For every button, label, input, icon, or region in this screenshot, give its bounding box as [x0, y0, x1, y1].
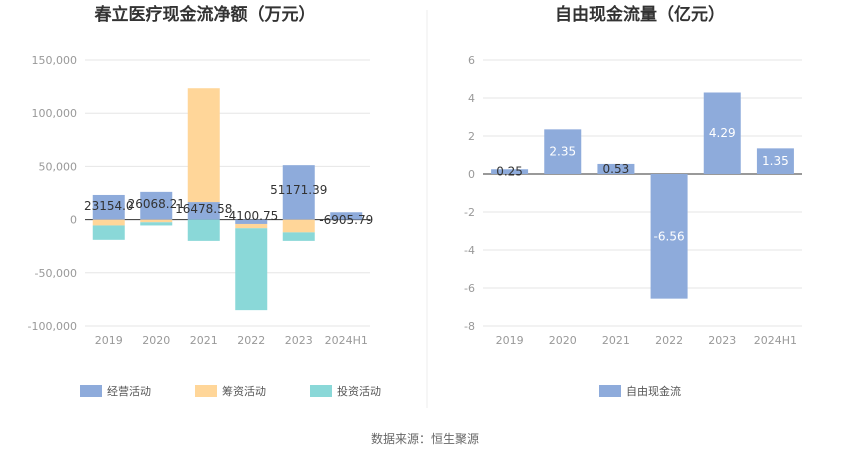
left-data-label-2: 16478.58: [175, 202, 232, 216]
left-ytick-1: 100,000: [32, 107, 78, 120]
left-ytick-4: -50,000: [35, 267, 77, 280]
right-ytick-1: 4: [468, 92, 475, 105]
left-xtick-3: 2022: [237, 334, 265, 347]
left-bar-2-2[interactable]: [187, 219, 220, 241]
right-data-labels: 0.25 2.35 0.53 -6.56 4.29 1.35: [496, 126, 789, 243]
left-legend-label-1: 筹资活动: [222, 384, 266, 398]
right-xtick-5: 2024H1: [754, 334, 797, 347]
right-bar-5[interactable]: [756, 148, 794, 174]
right-data-label-5: 1.35: [762, 154, 789, 168]
left-bar-1-0[interactable]: [92, 219, 125, 226]
right-legend: 自由现金流: [599, 384, 681, 398]
source-note: 数据来源：恒生聚源: [371, 431, 479, 446]
left-bar-1-1[interactable]: [140, 219, 173, 223]
left-xtick-4: 2023: [285, 334, 313, 347]
left-chart-title: 春立医疗现金流净额（万元）: [95, 4, 316, 25]
right-xtick-1: 2020: [549, 334, 577, 347]
right-grid: [483, 59, 802, 327]
left-bar-1-3[interactable]: [235, 223, 268, 229]
right-data-label-2: 0.53: [603, 162, 630, 176]
right-ytick-6: -6: [464, 282, 475, 295]
left-xtick-2: 2021: [190, 334, 218, 347]
left-xtick-5: 2024H1: [325, 334, 368, 347]
left-legend-label-2: 投资活动: [337, 384, 381, 398]
left-data-label-0: 23154.0: [84, 199, 134, 213]
right-data-label-3: -6.56: [654, 229, 685, 243]
left-bar-0-2[interactable]: [187, 202, 220, 220]
right-bar-1[interactable]: [544, 129, 582, 174]
right-legend-swatch-0[interactable]: [599, 385, 621, 397]
left-bar-1-2[interactable]: [187, 88, 220, 203]
right-data-label-0: 0.25: [496, 165, 523, 179]
right-axis: 6 4 2 0 -2 -4 -6 -8 2019 2020 2021 2022 2023 2024H1: [464, 54, 797, 347]
right-data-label-4: 4.29: [709, 126, 736, 140]
right-bar-3[interactable]: [650, 174, 688, 299]
left-bar-1-4[interactable]: [282, 219, 315, 233]
right-xtick-3: 2022: [655, 334, 683, 347]
left-legend: 经营活动 筹资活动 投资活动: [80, 384, 381, 398]
right-bars: [491, 92, 794, 299]
left-ytick-3: 0: [70, 214, 77, 227]
right-bar-0[interactable]: [491, 169, 529, 174]
right-ytick-0: 6: [468, 54, 475, 67]
left-bar-0-0[interactable]: [92, 194, 125, 220]
left-bar-2-3[interactable]: [235, 228, 268, 311]
left-legend-label-0: 经营活动: [107, 384, 151, 398]
left-data-label-3: -4100.75: [224, 209, 278, 223]
left-legend-swatch-0[interactable]: [80, 385, 102, 397]
left-data-label-5: -6905.79: [319, 213, 373, 227]
right-ytick-4: -2: [464, 206, 475, 219]
left-xtick-1: 2020: [142, 334, 170, 347]
left-bar-2-1[interactable]: [140, 222, 173, 226]
left-xtick-0: 2019: [95, 334, 123, 347]
left-bar-2-4[interactable]: [282, 232, 315, 241]
left-bars: [92, 88, 363, 311]
left-bar-2-0[interactable]: [92, 225, 125, 240]
left-data-label-1: 26068.21: [128, 197, 185, 211]
right-data-label-1: 2.35: [549, 145, 576, 159]
left-grid: [85, 59, 370, 327]
left-legend-swatch-1[interactable]: [195, 385, 217, 397]
right-xtick-2: 2021: [602, 334, 630, 347]
right-xtick-0: 2019: [496, 334, 524, 347]
right-legend-label-0: 自由现金流: [626, 384, 681, 398]
left-ytick-2: 50,000: [39, 160, 78, 173]
left-legend-swatch-2[interactable]: [310, 385, 332, 397]
left-ytick-0: 150,000: [32, 54, 78, 67]
left-ytick-5: -100,000: [28, 320, 77, 333]
right-bar-2[interactable]: [597, 163, 635, 174]
right-bar-4[interactable]: [703, 92, 741, 174]
right-ytick-2: 2: [468, 130, 475, 143]
right-ytick-5: -4: [464, 244, 475, 257]
left-bar-0-4[interactable]: [282, 165, 315, 220]
right-xtick-4: 2023: [708, 334, 736, 347]
right-chart-title: 自由现金流量（亿元）: [555, 4, 725, 25]
left-axis: 150,000 100,000 50,000 0 -50,000 -100,000 2019…: [28, 54, 368, 347]
right-ytick-3: 0: [468, 168, 475, 181]
left-bar-0-3[interactable]: [235, 219, 268, 224]
left-bar-0-1[interactable]: [140, 191, 173, 220]
left-data-label-4: 51171.39: [270, 183, 327, 197]
left-bar-0-5[interactable]: [330, 212, 363, 220]
right-ytick-7: -8: [464, 320, 475, 333]
